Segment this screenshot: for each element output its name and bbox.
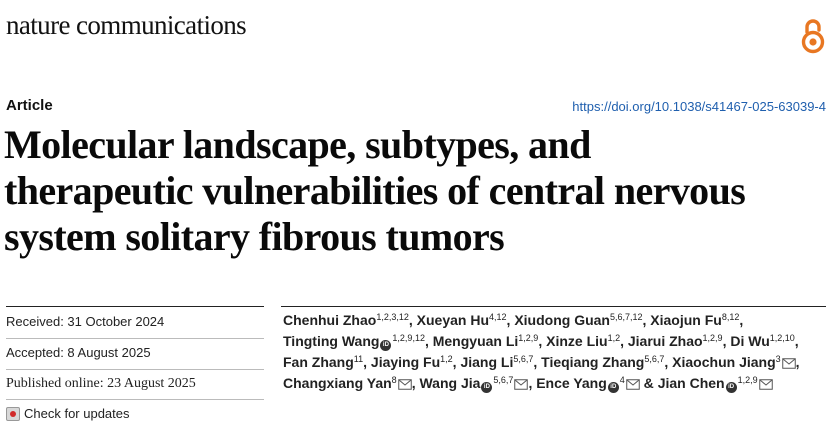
title-line: therapeutic vulnerabilities of central n… bbox=[4, 168, 746, 213]
divider bbox=[6, 306, 264, 307]
envelope-icon[interactable] bbox=[397, 379, 412, 390]
accepted-date: Accepted: 8 August 2025 bbox=[6, 345, 151, 360]
author-name-text: Fan Zhang bbox=[283, 354, 354, 370]
author-name-text: Tieqiang Zhang bbox=[541, 354, 645, 370]
open-access-lock-icon bbox=[801, 19, 825, 54]
author-name[interactable]: Changxiang Yan8 bbox=[283, 375, 412, 391]
author-name[interactable]: Jiaying Fu1,2 bbox=[371, 354, 453, 370]
author-name[interactable]: Jiang Li5,6,7 bbox=[460, 354, 533, 370]
author-name[interactable]: Tieqiang Zhang5,6,7 bbox=[541, 354, 664, 370]
received-date: Received: 31 October 2024 bbox=[6, 314, 165, 329]
check-for-updates-button[interactable]: Check for updates bbox=[6, 406, 130, 421]
author-line: Chenhui Zhao1,2,3,12, Xueyan Hu4,12, Xiu… bbox=[283, 312, 744, 328]
author-name[interactable]: Fan Zhang11 bbox=[283, 354, 363, 370]
affiliation-number: 1,2,3,12 bbox=[376, 312, 409, 322]
author-name[interactable]: Ence Yang iD4 bbox=[536, 375, 640, 393]
orcid-icon[interactable]: iD bbox=[725, 382, 737, 393]
affiliation-number: 1,2,9 bbox=[702, 333, 723, 343]
author-name[interactable]: Tingting Wang iD1,2,9,12 bbox=[283, 333, 425, 351]
divider bbox=[6, 369, 264, 370]
author-name[interactable]: Jian Chen iD1,2,9 bbox=[657, 375, 773, 393]
author-name[interactable]: Xueyan Hu4,12 bbox=[417, 312, 507, 328]
check-updates-icon bbox=[6, 406, 20, 421]
article-title: Molecular landscape, subtypes, and thera… bbox=[4, 122, 826, 260]
author-name-text: Jian Chen bbox=[657, 375, 725, 391]
divider bbox=[6, 338, 264, 339]
affiliation-number: 4,12 bbox=[489, 312, 507, 322]
author-name-text: Jiaying Fu bbox=[370, 354, 441, 370]
author-name[interactable]: Xiaojun Fu8,12 bbox=[650, 312, 739, 328]
envelope-icon[interactable] bbox=[626, 379, 640, 390]
envelope-icon[interactable] bbox=[758, 379, 773, 390]
affiliation-number: 8 bbox=[391, 375, 397, 385]
author-name-text: Chenhui Zhao bbox=[283, 312, 377, 328]
journal-name[interactable]: nature communications bbox=[6, 10, 247, 40]
author-line: Fan Zhang11, Jiaying Fu1,2, Jiang Li5,6,… bbox=[283, 354, 800, 370]
author-name-text: Changxiang Yan bbox=[283, 375, 392, 391]
author-name-text: Ence Yang bbox=[536, 375, 607, 391]
author-name-text: Di Wu bbox=[730, 333, 770, 349]
article-type: Article bbox=[6, 97, 53, 114]
check-updates-label: Check for updates bbox=[24, 406, 130, 421]
author-name[interactable]: Jiarui Zhao1,2,9 bbox=[628, 333, 723, 349]
author-line: Tingting Wang iD1,2,9,12, Mengyuan Li1,2,… bbox=[283, 333, 799, 351]
author-name-text: Xiudong Guan bbox=[514, 312, 610, 328]
author-name[interactable]: Chenhui Zhao1,2,3,12 bbox=[283, 312, 409, 328]
doi-link[interactable]: https://doi.org/10.1038/s41467-025-63039… bbox=[572, 99, 826, 114]
affiliation-number: 1,2,9 bbox=[737, 375, 758, 385]
affiliation-number: 8,12 bbox=[721, 312, 740, 322]
envelope-icon[interactable] bbox=[781, 358, 796, 369]
divider bbox=[281, 306, 826, 307]
affiliation-number: 5,6,7 bbox=[513, 354, 534, 364]
author-name-text: Mengyuan Li bbox=[432, 333, 519, 349]
author-name[interactable]: Wang Jia iD5,6,7 bbox=[419, 375, 529, 393]
title-line: system solitary fibrous tumors bbox=[4, 214, 505, 259]
author-name-text: Xinze Liu bbox=[546, 333, 608, 349]
orcid-icon[interactable]: iD bbox=[481, 382, 493, 393]
affiliation-number: 1,2,9,12 bbox=[392, 333, 425, 343]
affiliation-number: 5,6,7 bbox=[493, 375, 514, 385]
author-name-text: Xiaochun Jiang bbox=[672, 354, 776, 370]
author-name-text: Xiaojun Fu bbox=[650, 312, 722, 328]
envelope-icon[interactable] bbox=[514, 379, 529, 390]
author-line: Changxiang Yan8, Wang Jia iD5,6,7, Ence Y… bbox=[283, 373, 829, 394]
orcid-icon[interactable]: iD bbox=[607, 382, 619, 393]
orcid-icon[interactable]: iD bbox=[380, 340, 392, 351]
author-name-text: Wang Jia bbox=[419, 375, 481, 391]
author-name[interactable]: Xinze Liu1,2 bbox=[546, 333, 620, 349]
author-name-text: Jiang Li bbox=[460, 354, 514, 370]
divider bbox=[6, 399, 264, 400]
affiliation-number: 1,2,9 bbox=[518, 333, 539, 343]
author-list: Chenhui Zhao1,2,3,12, Xueyan Hu4,12, Xiu… bbox=[283, 310, 829, 394]
title-line: Molecular landscape, subtypes, and bbox=[4, 122, 591, 167]
affiliation-number: 3 bbox=[775, 354, 781, 364]
affiliation-number: 1,2 bbox=[440, 354, 453, 364]
affiliation-number: 1,2 bbox=[607, 333, 621, 343]
affiliation-number: 5,6,7 bbox=[644, 354, 665, 364]
published-date: Published online: 23 August 2025 bbox=[6, 376, 196, 391]
affiliation-number: 4 bbox=[619, 375, 625, 385]
affiliation-number: 1,2,10 bbox=[769, 333, 795, 343]
author-name[interactable]: Di Wu1,2,10 bbox=[730, 333, 794, 349]
author-name[interactable]: Mengyuan Li1,2,9 bbox=[433, 333, 539, 349]
affiliation-number: 11 bbox=[353, 354, 364, 364]
affiliation-number: 5,6,7,12 bbox=[609, 312, 643, 322]
author-name-text: Tingting Wang bbox=[283, 333, 380, 349]
author-name[interactable]: Xiaochun Jiang3 bbox=[672, 354, 796, 370]
author-name-text: Xueyan Hu bbox=[416, 312, 489, 328]
author-name[interactable]: Xiudong Guan5,6,7,12 bbox=[514, 312, 642, 328]
author-name-text: Jiarui Zhao bbox=[627, 333, 703, 349]
